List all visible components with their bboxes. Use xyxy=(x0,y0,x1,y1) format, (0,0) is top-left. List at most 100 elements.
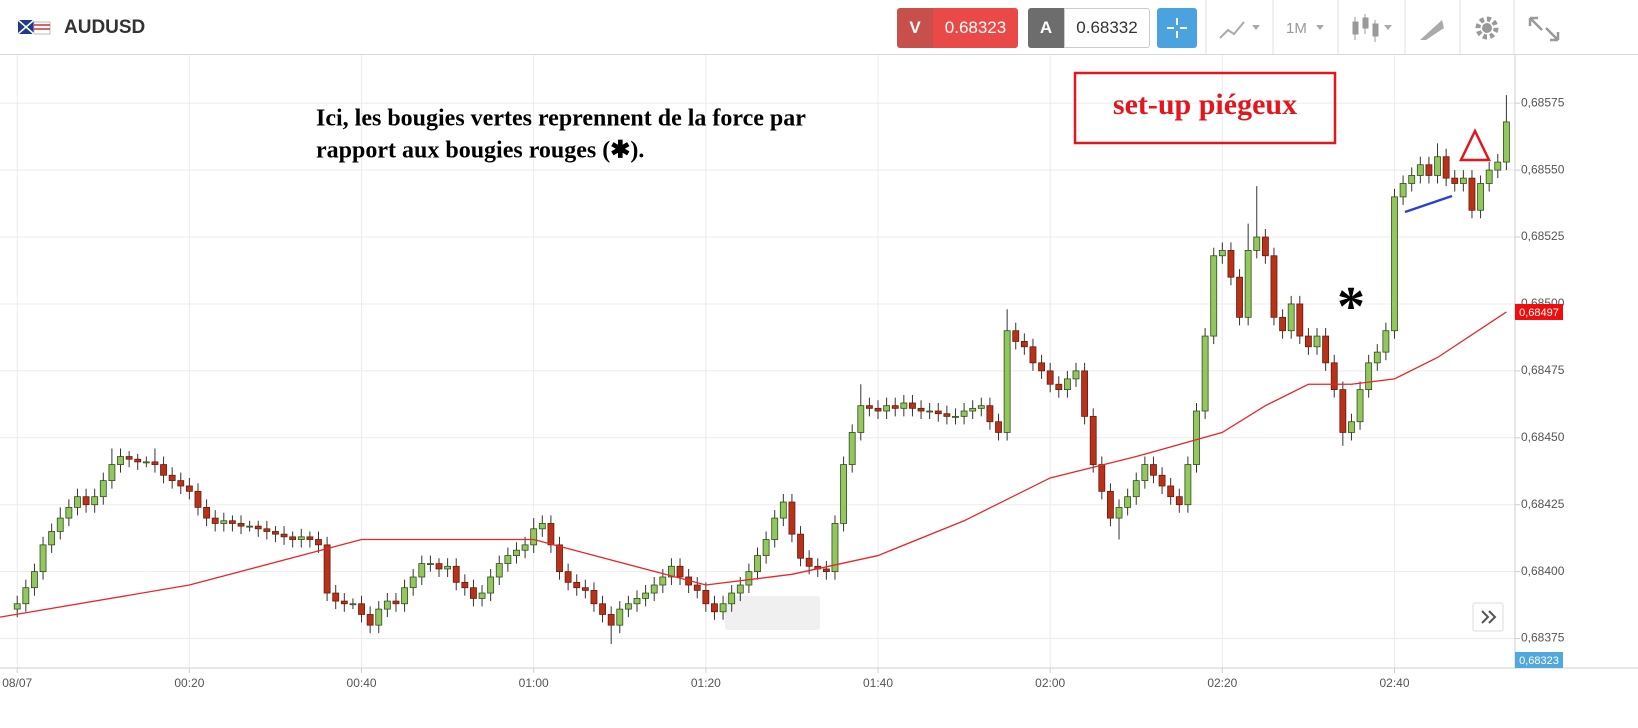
x-tick-label: 02:40 xyxy=(1379,676,1409,690)
candle-body xyxy=(461,581,469,589)
candle-body xyxy=(1468,177,1476,211)
candle-body xyxy=(151,461,159,465)
candle-body xyxy=(1425,164,1433,176)
candle-body xyxy=(995,421,1002,433)
candle-body xyxy=(383,600,391,610)
x-tick-label: 02:00 xyxy=(1035,676,1065,690)
candle-body xyxy=(642,592,650,599)
timeframe[interactable]: 1M xyxy=(1286,20,1307,37)
candle-body xyxy=(1322,335,1330,364)
candle-body xyxy=(246,525,254,528)
y-tick-label: 0,68450 xyxy=(1521,430,1565,444)
candle-body xyxy=(1089,415,1097,465)
candle-body xyxy=(272,531,279,535)
candle-body xyxy=(237,523,245,527)
candle-body xyxy=(1339,389,1347,433)
candle-body xyxy=(874,407,882,412)
candle-body xyxy=(840,464,847,524)
candle-body xyxy=(977,405,985,409)
candle-body xyxy=(581,587,589,591)
flag-icon xyxy=(18,19,51,35)
candle-body xyxy=(1494,161,1502,171)
candle-body xyxy=(1270,255,1278,318)
candle-body xyxy=(48,531,56,546)
y-tick-label: 0,68475 xyxy=(1521,363,1565,377)
candle-body xyxy=(1253,236,1261,251)
candle-body xyxy=(470,587,477,599)
price-tag-label: 0,68323 xyxy=(1519,655,1559,667)
buy-label[interactable]: A xyxy=(1028,8,1064,48)
candle-body xyxy=(1175,496,1183,506)
candle-body xyxy=(56,517,64,532)
candle-body xyxy=(1373,351,1381,364)
y-tick-label: 0,68400 xyxy=(1521,564,1565,578)
candle-body xyxy=(1210,255,1218,337)
candle-body xyxy=(530,528,538,546)
candle-body xyxy=(1434,156,1441,176)
moving-average xyxy=(0,311,1507,618)
candle-body xyxy=(340,600,348,605)
candle-body xyxy=(607,614,615,626)
candle-body xyxy=(1227,250,1235,278)
sell-price[interactable]: 0.68323 xyxy=(933,8,1018,48)
price-tag xyxy=(1515,303,1563,320)
candle-body xyxy=(1124,496,1132,508)
price-tag-label: 0,68497 xyxy=(1519,307,1559,319)
crosshair-button[interactable] xyxy=(1157,8,1197,48)
candle-body xyxy=(220,520,228,524)
candle-body xyxy=(1348,421,1355,433)
candle-body xyxy=(1150,464,1157,476)
candle-body xyxy=(1055,383,1063,391)
candle-body xyxy=(676,565,684,578)
price-tag xyxy=(1515,652,1563,668)
candle-body xyxy=(1038,362,1045,372)
candle-body xyxy=(788,501,796,535)
candle-body xyxy=(1158,474,1166,487)
candle-body xyxy=(418,563,426,578)
x-tick-label: 02:20 xyxy=(1207,676,1237,690)
candle-body xyxy=(762,539,770,556)
candle-body xyxy=(624,603,632,610)
candle-body xyxy=(229,520,236,524)
candle-body xyxy=(650,584,658,594)
candle-body xyxy=(771,517,779,540)
candle-body xyxy=(590,589,598,605)
candle-body xyxy=(1391,196,1398,332)
scroll-button[interactable] xyxy=(1472,602,1504,632)
candle-body xyxy=(487,576,495,594)
x-tick-label: 08/07 xyxy=(2,676,32,690)
candle-body xyxy=(1502,121,1510,163)
star-mark: * xyxy=(1337,276,1365,338)
candle-body xyxy=(1218,250,1226,257)
candle-body xyxy=(943,413,951,417)
candle-body xyxy=(1193,410,1200,465)
setup-label: set-up piégeux xyxy=(1113,88,1297,121)
candle-body xyxy=(495,563,503,578)
candle-body xyxy=(865,405,873,409)
candle-body xyxy=(1046,370,1054,385)
candle-body xyxy=(1029,346,1037,364)
candle-body xyxy=(1382,330,1390,353)
y-tick-label: 0,68575 xyxy=(1521,95,1565,109)
toolbar-icons[interactable] xyxy=(1198,0,1638,54)
candle-body xyxy=(848,432,856,465)
candle-body xyxy=(745,571,753,586)
buy-price[interactable]: 0.68332 xyxy=(1064,8,1150,48)
y-tick-label: 0,68550 xyxy=(1521,162,1565,176)
candle-body xyxy=(960,410,968,417)
candle-body xyxy=(349,603,357,606)
sell-label[interactable]: V xyxy=(897,8,933,48)
candle-body xyxy=(22,587,30,605)
candle-body xyxy=(99,480,107,498)
candle-body xyxy=(1330,362,1338,391)
candle-body xyxy=(82,496,90,506)
candle-body xyxy=(1313,335,1321,348)
candle-body xyxy=(31,571,38,589)
candle-body xyxy=(1141,464,1149,482)
x-tick-label: 00:20 xyxy=(174,676,204,690)
candle-body xyxy=(917,407,925,412)
candle-body xyxy=(1081,370,1089,417)
candle-body xyxy=(573,581,581,589)
candle-body xyxy=(13,603,21,610)
